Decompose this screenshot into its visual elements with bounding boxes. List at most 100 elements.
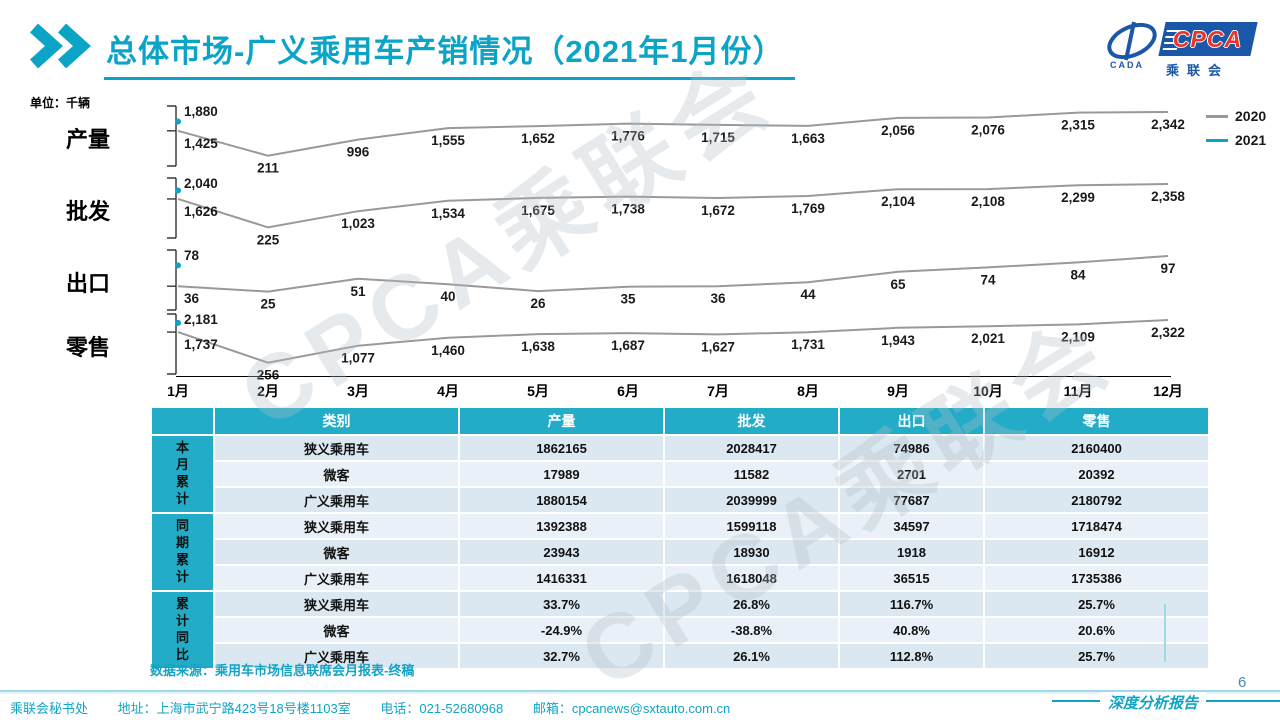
table-cell: -24.9% bbox=[458, 616, 665, 644]
data-label: 211 bbox=[257, 161, 279, 176]
table-cell: 116.7% bbox=[838, 590, 985, 618]
table-cell: 1918 bbox=[838, 538, 985, 566]
data-label: 2,299 bbox=[1061, 190, 1095, 205]
data-label: 1,425 bbox=[184, 136, 218, 151]
month-label: 9月 bbox=[887, 383, 909, 399]
month-label: 8月 bbox=[797, 383, 819, 399]
table-cell: 微客 bbox=[213, 538, 460, 566]
data-label: 1,626 bbox=[184, 204, 218, 219]
table-cell: 1392388 bbox=[458, 512, 665, 540]
series-label: 零售 bbox=[65, 335, 110, 360]
data-label: 1,737 bbox=[184, 337, 218, 352]
point-2021 bbox=[175, 319, 181, 326]
footer-email: 邮箱：cpcanews@sxtauto.com.cn bbox=[532, 701, 731, 716]
series-label: 出口 bbox=[65, 271, 110, 296]
table-cell: 广义乘用车 bbox=[213, 564, 460, 592]
series-label: 产量 bbox=[65, 127, 110, 152]
table-cell: 32.7% bbox=[458, 642, 665, 670]
month-label: 2月 bbox=[257, 383, 279, 399]
table-row: 微客 17989 11582 2701 20392 bbox=[151, 460, 1210, 488]
corner-cell bbox=[150, 406, 215, 436]
table-cell: 34597 bbox=[838, 512, 985, 540]
data-label: 2,181 bbox=[184, 312, 218, 327]
series-row: 出口 78 36 25 51 40 26 35 36 44 65 74 84 97 bbox=[66, 248, 1210, 326]
table-cell: 2028417 bbox=[663, 434, 840, 462]
table-cell: 狭义乘用车 bbox=[213, 590, 460, 618]
footer-phone: 电话：021-52680968 bbox=[380, 701, 504, 716]
line-2020 bbox=[177, 111, 1169, 157]
table-cell: 16912 bbox=[983, 538, 1210, 566]
data-label: 256 bbox=[257, 368, 280, 383]
table-cell: 1718474 bbox=[983, 512, 1210, 540]
column-header: 批发 bbox=[663, 406, 840, 436]
table-cell: 2701 bbox=[838, 460, 985, 488]
data-label: 44 bbox=[800, 287, 816, 302]
table-row: 同期累计 狭义乘用车 1392388 1599118 34597 1718474 bbox=[150, 512, 1210, 592]
data-label: 225 bbox=[257, 232, 280, 247]
axis-bracket-icon bbox=[167, 177, 177, 239]
table-cell: 74986 bbox=[838, 434, 985, 462]
data-label: 1,638 bbox=[521, 339, 555, 354]
data-label: 1,460 bbox=[431, 343, 465, 358]
table-cell: 2039999 bbox=[663, 486, 840, 514]
line-2020 bbox=[177, 255, 1169, 293]
table-row: 累计同比 狭义乘用车 33.7% 26.8% 116.7% 25.7% bbox=[150, 590, 1210, 670]
table-cell: 25.7% bbox=[983, 590, 1210, 618]
table-cell: 狭义乘用车 bbox=[213, 434, 460, 462]
table-cell: 2180792 bbox=[983, 486, 1210, 514]
data-label: 2,342 bbox=[1151, 117, 1185, 132]
chart-legend: 2020 2021 bbox=[1206, 104, 1266, 152]
table-cell: 1862165 bbox=[458, 434, 665, 462]
footer-divider bbox=[0, 690, 1280, 692]
data-label: 78 bbox=[184, 248, 200, 263]
data-label: 1,880 bbox=[184, 104, 218, 119]
table-cell: 1735386 bbox=[983, 564, 1210, 592]
logo-subtitle: 乘联会 bbox=[1166, 63, 1230, 78]
column-header: 零售 bbox=[983, 406, 1210, 436]
month-label: 5月 bbox=[527, 383, 549, 399]
table-cell: 1599118 bbox=[663, 512, 840, 540]
table-cell: 狭义乘用车 bbox=[213, 512, 460, 540]
table-cell: 18930 bbox=[663, 538, 840, 566]
cpca-logo: CADA CPCA 乘联会 bbox=[1104, 16, 1258, 78]
data-label: 36 bbox=[710, 291, 726, 306]
table-header-row: 类别 产量 批发 出口 零售 bbox=[150, 406, 1210, 436]
page-title: 总体市场-广义乘用车产销情况（2021年1月份） bbox=[104, 26, 795, 80]
data-label: 1,555 bbox=[431, 133, 465, 148]
legend-swatch bbox=[1206, 138, 1228, 142]
data-label: 26 bbox=[530, 296, 546, 311]
data-label: 2,358 bbox=[1151, 189, 1185, 204]
group-label-cell: 本月累计 bbox=[150, 434, 215, 514]
footer-contact: 乘联会秘书处 地址：上海市武宁路423号18号楼1103室 电话：021-526… bbox=[10, 698, 756, 717]
month-label: 12月 bbox=[1153, 383, 1183, 399]
table-cell: 26.8% bbox=[663, 590, 840, 618]
table-cell: 17989 bbox=[458, 460, 665, 488]
data-label: 1,023 bbox=[341, 216, 375, 231]
data-label: 1,627 bbox=[701, 339, 735, 354]
table-cell: 20.6% bbox=[983, 616, 1210, 644]
series-row: 产量 1,880 1,425 211 996 1,555 1,652 1,776 1,715 1,… bbox=[66, 104, 1210, 182]
data-label: 1,731 bbox=[791, 337, 825, 352]
table-row: 微客 -24.9% -38.8% 40.8% 20.6% bbox=[151, 616, 1210, 644]
axis-bracket-icon bbox=[167, 105, 177, 167]
line-2020 bbox=[177, 183, 1169, 229]
table-cell: 20392 bbox=[983, 460, 1210, 488]
series-row: 批发 2,040 1,626 225 1,023 1,534 1,675 1,738 1,672… bbox=[66, 176, 1210, 254]
data-label: 1,663 bbox=[791, 131, 825, 146]
point-2021 bbox=[175, 262, 181, 269]
group-label: 同期累计 bbox=[175, 518, 189, 584]
cpca-emblem-icon bbox=[1107, 21, 1157, 61]
table-cell: 1416331 bbox=[458, 564, 665, 592]
table-header: 类别 产量 批发 出口 零售 bbox=[150, 406, 1210, 436]
group-label: 本月累计 bbox=[175, 440, 189, 506]
data-label: 97 bbox=[1160, 261, 1175, 276]
legend-label: 2020 bbox=[1235, 108, 1267, 124]
unit-label: 单位：千辆 bbox=[30, 96, 91, 110]
table-cell: 26.1% bbox=[663, 642, 840, 670]
table-cell: 广义乘用车 bbox=[213, 642, 460, 670]
series-row: 零售 2,181 1,737 256 1,077 1,460 1,638 1,687 1,627… bbox=[66, 312, 1210, 390]
page-number: 6 bbox=[1238, 674, 1247, 691]
data-source-note: 数据来源：乘用车市场信息联席会月报表-终稿 bbox=[150, 663, 415, 678]
table-cell: 1618048 bbox=[663, 564, 840, 592]
